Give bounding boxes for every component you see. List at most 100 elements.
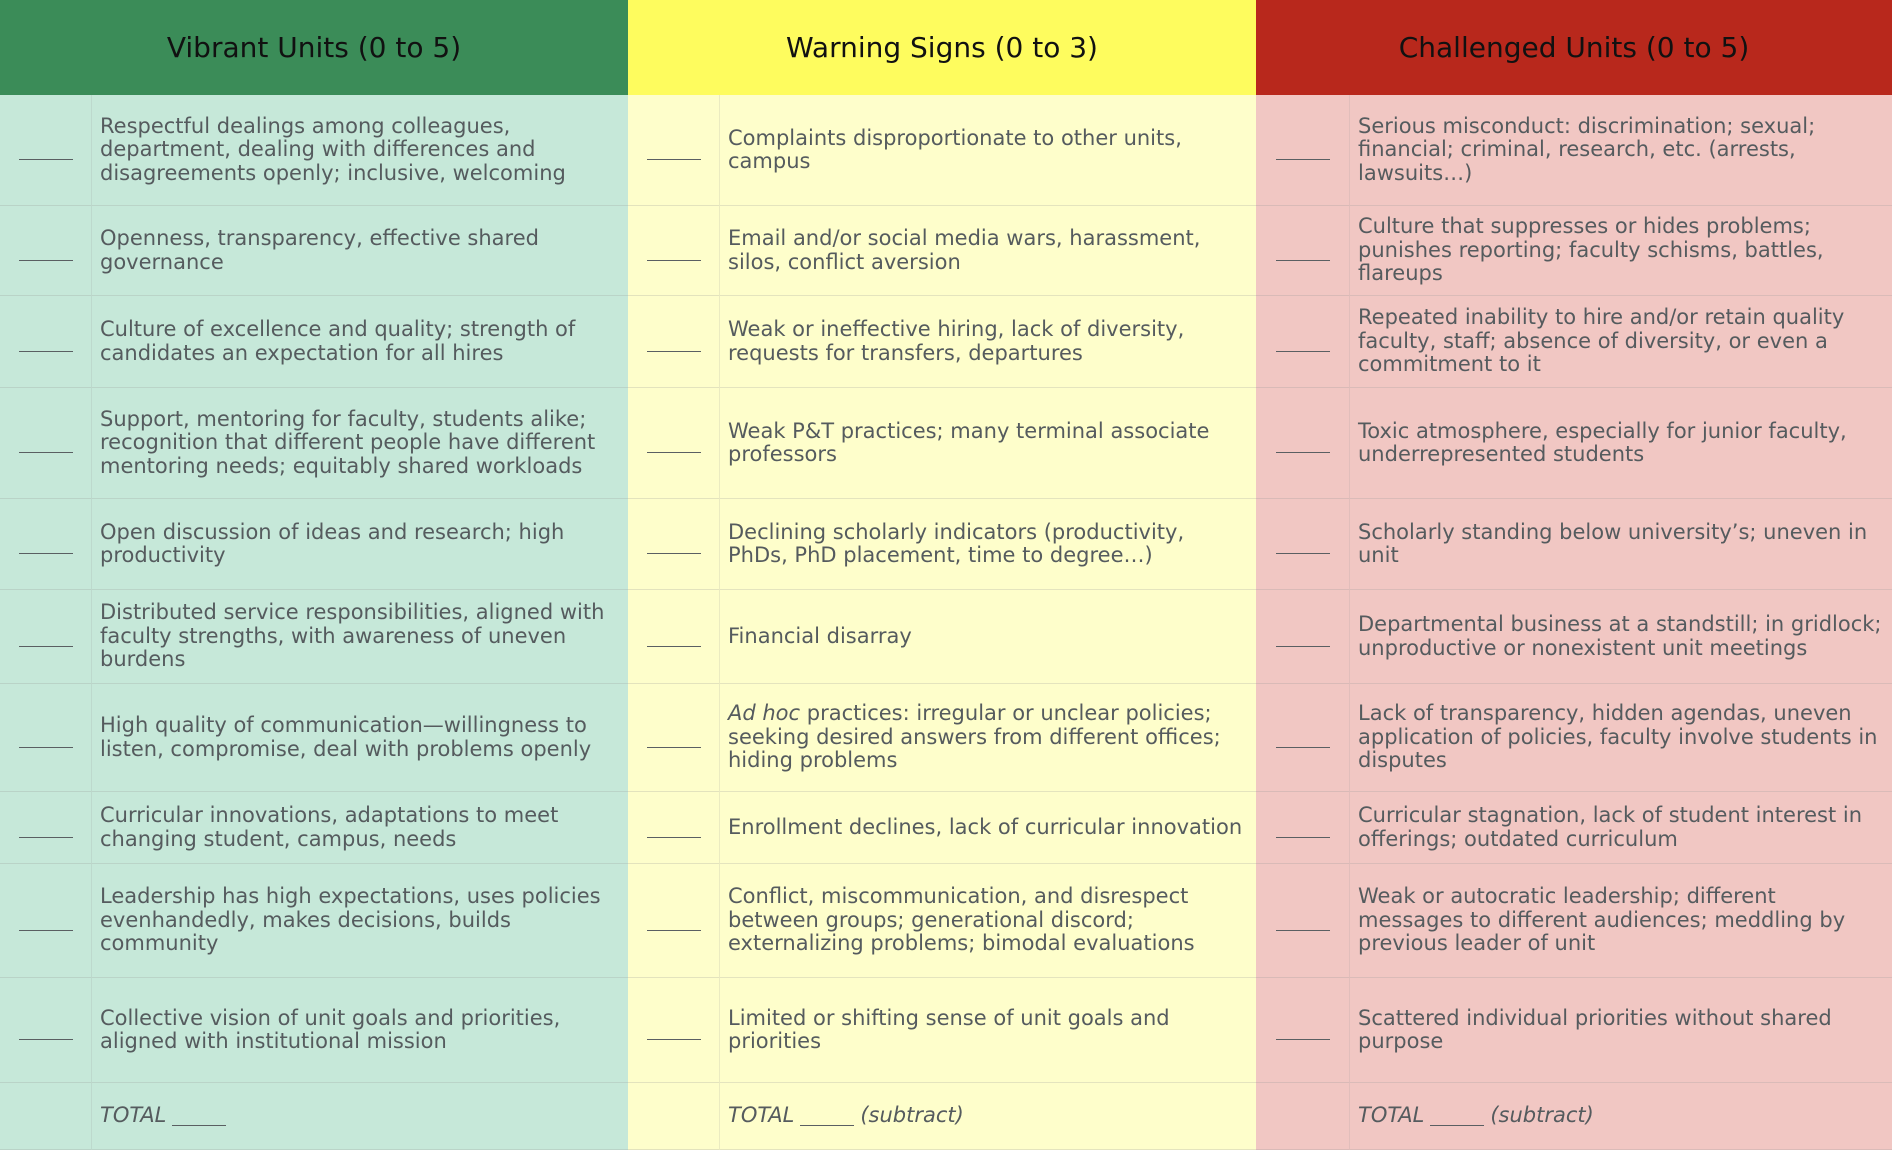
challenged-score-blank[interactable] [1256,206,1350,296]
vibrant-score-blank[interactable] [0,206,92,296]
criterion-label: Limited or shifting sense of unit goals … [728,1005,1170,1053]
score-underline [18,259,73,261]
warning-criterion-text: Declining scholarly indicators (producti… [720,499,1256,590]
warning-score-blank[interactable] [628,590,720,684]
challenged-total-row[interactable]: TOTAL (subtract) [1350,1083,1892,1150]
criterion-label: Support, mentoring for faculty, students… [100,406,596,478]
challenged-total-spacer [1256,1083,1350,1150]
warning-criterion-text: Conflict, miscommunication, and disrespe… [720,864,1256,978]
warning-score-blank[interactable] [628,792,720,864]
vibrant-score-blank[interactable] [0,388,92,499]
warning-score-blank[interactable] [628,388,720,499]
challenged-score-blank[interactable] [1256,95,1350,206]
criterion-label: Declining scholarly indicators (producti… [728,519,1185,567]
vibrant-criterion-text: Distributed service responsibilities, al… [92,590,628,684]
vibrant-score-blank[interactable] [0,590,92,684]
challenged-criterion-text: Curricular stagnation, lack of student i… [1350,792,1892,864]
score-underline [18,350,73,352]
score-underline [18,836,73,838]
criterion-label: Weak P&T practices; many terminal associ… [728,418,1210,466]
warning-score-blank[interactable] [628,864,720,978]
warning-criterion-text: Limited or shifting sense of unit goals … [720,978,1256,1083]
score-underline [646,746,701,748]
challenged-score-blank[interactable] [1256,296,1350,388]
score-underline [646,552,701,554]
criterion-label: Email and/or social media wars, harassme… [728,226,1201,274]
total-label: TOTAL [100,1103,167,1128]
vibrant-criterion-text: Open discussion of ideas and research; h… [92,499,628,590]
warning-total-row[interactable]: TOTAL (subtract) [720,1083,1256,1150]
challenged-score-blank[interactable] [1256,388,1350,499]
warning-score-blank[interactable] [628,684,720,792]
criterion-label: Complaints disproportionate to other uni… [728,125,1182,173]
vibrant-criterion-text: Culture of excellence and quality; stren… [92,296,628,388]
total-blank[interactable] [800,1107,855,1126]
score-underline [1275,451,1330,453]
score-underline [1275,158,1330,160]
score-underline [646,929,701,931]
criterion-label: Scattered individual priorities without … [1358,1005,1832,1053]
vibrant-criterion-text: Leadership has high expectations, uses p… [92,864,628,978]
vibrant-score-blank[interactable] [0,864,92,978]
score-underline [646,1038,701,1040]
italic-term: Ad hoc [728,701,801,726]
challenged-criterion-text: Scholarly standing below university’s; u… [1350,499,1892,590]
vibrant-score-blank[interactable] [0,499,92,590]
criterion-label: High quality of communication—willingnes… [100,713,592,761]
criterion-label: Collective vision of unit goals and prio… [100,1005,561,1053]
warning-signs-header: Warning Signs (0 to 3) [628,0,1256,95]
score-underline [18,158,73,160]
warning-criterion-text: Financial disarray [720,590,1256,684]
criterion-label: Leadership has high expectations, uses p… [100,884,601,956]
criterion-label: Weak or autocratic leadership; different… [1358,884,1846,956]
challenged-score-blank[interactable] [1256,864,1350,978]
warning-criterion-text: Weak or ineffective hiring, lack of dive… [720,296,1256,388]
warning-score-blank[interactable] [628,95,720,206]
score-underline [1275,350,1330,352]
vibrant-total-row[interactable]: TOTAL [92,1083,628,1150]
challenged-criterion-text: Lack of transparency, hidden agendas, un… [1350,684,1892,792]
total-blank[interactable] [172,1107,227,1126]
vibrant-score-blank[interactable] [0,792,92,864]
criterion-label: Financial disarray [728,623,912,648]
warning-score-blank[interactable] [628,499,720,590]
criterion-label: practices: irregular or unclear policies… [728,701,1221,773]
score-underline [18,451,73,453]
challenged-score-blank[interactable] [1256,684,1350,792]
challenged-criterion-text: Toxic atmosphere, especially for junior … [1350,388,1892,499]
score-underline [1275,746,1330,748]
challenged-score-blank[interactable] [1256,499,1350,590]
vibrant-units-header: Vibrant Units (0 to 5) [0,0,628,95]
vibrant-score-blank[interactable] [0,978,92,1083]
warning-score-blank[interactable] [628,296,720,388]
challenged-score-blank[interactable] [1256,590,1350,684]
total-blank[interactable] [1430,1107,1485,1126]
challenged-units-header: Challenged Units (0 to 5) [1256,0,1892,95]
challenged-score-blank[interactable] [1256,978,1350,1083]
score-underline [1275,836,1330,838]
warning-score-blank[interactable] [628,206,720,296]
criterion-label: Open discussion of ideas and research; h… [100,519,565,567]
bottom-margin [720,1150,1256,1172]
vibrant-criterion-text: Collective vision of unit goals and prio… [92,978,628,1083]
score-underline [1275,1038,1330,1040]
criterion-label: Culture that suppresses or hides problem… [1358,214,1824,286]
warning-criterion-text: Enrollment declines, lack of curricular … [720,792,1256,864]
vibrant-score-blank[interactable] [0,95,92,206]
warning-criterion-text: Ad hoc practices: irregular or unclear p… [720,684,1256,792]
criterion-label: Culture of excellence and quality; stren… [100,317,576,365]
subtract-note: (subtract) [860,1103,964,1128]
criterion-label: Departmental business at a standstill; i… [1358,612,1882,660]
vibrant-score-blank[interactable] [0,684,92,792]
criterion-label: Distributed service responsibilities, al… [100,600,605,672]
challenged-score-blank[interactable] [1256,792,1350,864]
warning-score-blank[interactable] [628,978,720,1083]
score-underline [1275,259,1330,261]
criterion-label: Respectful dealings among colleagues, de… [100,113,566,185]
vibrant-criterion-text: Support, mentoring for faculty, students… [92,388,628,499]
score-underline [646,350,701,352]
vibrant-score-blank[interactable] [0,296,92,388]
criterion-label: Curricular innovations, adaptations to m… [100,803,559,851]
bottom-margin [1256,1150,1350,1172]
